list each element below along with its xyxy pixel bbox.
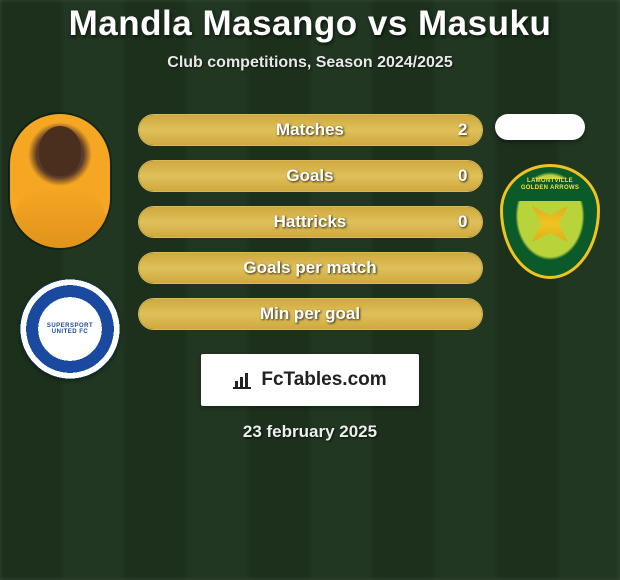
bar-chart-icon xyxy=(233,371,255,389)
player-right-club-badge: LAMONTVILLEGOLDEN ARROWS xyxy=(500,164,600,279)
fctables-label: FcTables.com xyxy=(261,369,386,391)
stat-value-left: 2 xyxy=(458,120,467,140)
stat-row: Goals per match xyxy=(138,252,483,284)
stat-row: Hattricks 0 xyxy=(138,206,483,238)
stat-row: Matches 2 xyxy=(138,114,483,146)
stat-label: Matches xyxy=(276,120,344,140)
stat-label: Goals per match xyxy=(243,258,376,278)
content-wrap: Mandla Masango vs Masuku Club competitio… xyxy=(0,0,620,580)
stat-label: Min per goal xyxy=(260,304,360,324)
stat-value-left: 0 xyxy=(458,212,467,232)
stat-row: Goals 0 xyxy=(138,160,483,192)
player-right-avatar xyxy=(495,114,585,140)
stat-label: Goals xyxy=(286,166,333,186)
player-right-club-label: LAMONTVILLEGOLDEN ARROWS xyxy=(503,178,597,192)
stat-label: Hattricks xyxy=(274,212,347,232)
club-right-shield: LAMONTVILLEGOLDEN ARROWS xyxy=(500,164,600,279)
page-title: Mandla Masango vs Masuku xyxy=(69,4,552,44)
date-label: 23 february 2025 xyxy=(0,422,620,442)
stats-area: SUPERSPORTUNITED FC LAMONTVILLEGOLDEN AR… xyxy=(0,114,620,442)
player-left-club-badge: SUPERSPORTUNITED FC xyxy=(20,279,120,379)
stat-value-left: 0 xyxy=(458,166,467,186)
player-left-club-label: SUPERSPORTUNITED FC xyxy=(47,323,93,335)
page-subtitle: Club competitions, Season 2024/2025 xyxy=(167,54,452,72)
player-left-avatar xyxy=(10,114,110,248)
stat-row: Min per goal xyxy=(138,298,483,330)
fctables-watermark: FcTables.com xyxy=(201,354,419,406)
